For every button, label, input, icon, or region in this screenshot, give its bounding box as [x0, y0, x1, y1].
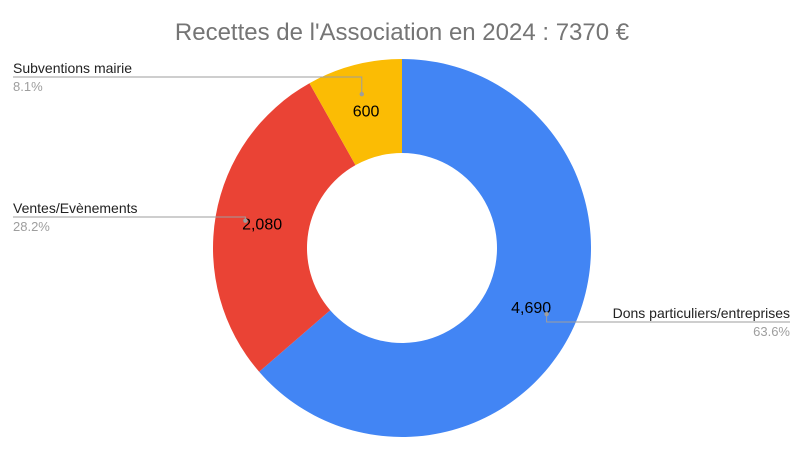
- slices-layer: [212, 59, 591, 437]
- leader-labels-layer: Dons particuliers/entreprises 63.6% Ventes…: [13, 60, 790, 339]
- slice-dons-particuliers-entreprises[interactable]: [259, 59, 591, 437]
- leader-percent-subventions-mairie: 8.1%: [13, 79, 43, 94]
- leader-line: [13, 216, 246, 221]
- slice-value-label: 2,080: [242, 217, 282, 234]
- slice-value-label: 600: [353, 104, 380, 121]
- leader-percent-ventes-evenements: 28.2%: [13, 219, 50, 234]
- leader-name-dons-particuliers-entreprises: Dons particuliers/entreprises: [613, 305, 790, 321]
- slice-ventes-evenements[interactable]: [212, 83, 356, 372]
- leader-dot: [544, 311, 549, 317]
- leader-percent-dons-particuliers-entreprises: 63.6%: [753, 324, 790, 339]
- slice-subventions-mairie[interactable]: [309, 59, 402, 166]
- leader-line: [13, 76, 363, 95]
- value-labels-layer: 4,690 2,080 600: [242, 104, 551, 317]
- leader-name-subventions-mairie: Subventions mairie: [13, 60, 132, 76]
- chart-title: Recettes de l'Association en 2024 : 7370…: [175, 19, 630, 46]
- leader-line: [546, 314, 790, 323]
- slice-value-label: 4,690: [511, 300, 551, 317]
- leader-name-ventes-evenements: Ventes/Evènements: [13, 200, 138, 216]
